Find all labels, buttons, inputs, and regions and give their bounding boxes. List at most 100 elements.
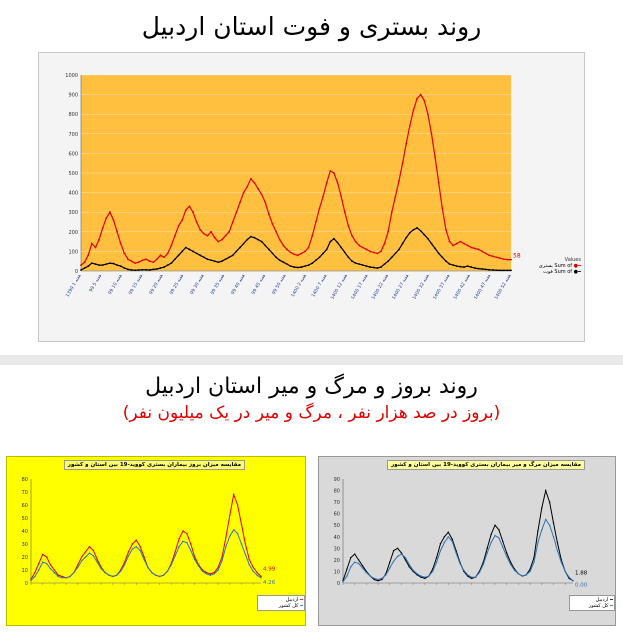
data-point — [286, 248, 288, 251]
data-point — [372, 251, 375, 254]
data-point — [186, 542, 188, 544]
data-point — [452, 244, 455, 247]
data-point — [195, 252, 198, 255]
data-point — [143, 558, 145, 561]
data-point — [155, 258, 158, 261]
data-point — [199, 228, 202, 231]
data-point — [134, 262, 137, 265]
data-point — [278, 238, 281, 241]
data-point — [541, 529, 543, 531]
data-point — [340, 195, 343, 198]
data-point — [166, 570, 169, 572]
data-point — [398, 179, 400, 182]
data-point — [419, 93, 422, 96]
mortality-comparison-chart: 90 80 70 60 50 40 30 20 10 0 1.88 0.00 — [334, 477, 588, 589]
y-tick-label: 10 — [22, 568, 28, 574]
plot-area — [343, 479, 573, 583]
data-point — [177, 225, 180, 227]
data-point — [152, 261, 155, 264]
data-point — [184, 246, 187, 249]
data-point — [481, 268, 483, 270]
data-point — [369, 250, 371, 253]
data-point — [57, 575, 59, 578]
data-point — [77, 564, 79, 566]
y-tick-label: 50 — [334, 523, 340, 529]
data-point — [109, 262, 111, 265]
data-point — [376, 252, 379, 255]
data-point — [412, 228, 415, 231]
data-point — [333, 237, 335, 240]
data-point — [401, 162, 404, 165]
data-point — [80, 264, 82, 267]
data-point — [509, 561, 512, 563]
data-point — [253, 181, 256, 184]
data-point — [416, 97, 418, 100]
data-point — [568, 576, 570, 578]
incidence-comparison-chart-panel: 80 70 60 50 40 30 20 10 0 4.99 4.26 مقایسه میزان ب… — [6, 456, 306, 626]
data-point — [416, 573, 418, 575]
data-point — [137, 261, 140, 264]
data-point — [224, 258, 227, 261]
data-point — [556, 541, 559, 544]
data-point — [87, 265, 90, 267]
y-tick-label: 0 — [25, 581, 28, 587]
data-point — [159, 267, 162, 269]
data-point — [186, 532, 188, 535]
data-point — [498, 529, 500, 531]
data-point — [533, 561, 535, 563]
data-point — [127, 555, 130, 557]
x-tick-label: 99 هفته 45 — [250, 272, 267, 295]
data-point — [182, 530, 184, 532]
data-point — [435, 556, 438, 559]
data-point — [358, 244, 361, 247]
data-point — [451, 538, 453, 540]
data-point — [80, 556, 83, 558]
data-point — [455, 242, 458, 245]
data-point — [155, 574, 157, 576]
data-point — [235, 250, 238, 253]
data-point — [473, 247, 476, 250]
data-point — [271, 223, 274, 225]
data-point — [77, 566, 79, 569]
data-point — [466, 265, 469, 267]
data-point — [147, 566, 149, 569]
data-point — [244, 543, 247, 545]
data-point — [477, 248, 480, 251]
data-point — [560, 561, 563, 563]
data-point — [394, 252, 397, 255]
data-point — [202, 232, 205, 235]
data-point — [116, 264, 119, 267]
data-point — [365, 248, 368, 251]
data-point — [510, 269, 512, 272]
data-point — [307, 246, 310, 249]
data-point — [213, 236, 216, 239]
data-point — [139, 545, 141, 548]
chart3-legend-item-country: ━ کل کشور — [588, 603, 613, 609]
hospitalization-death-chart-panel: 1000 900 800 700 600 500 400 300 200 100 0 هفته 1 1… — [38, 52, 585, 342]
data-point — [394, 195, 397, 198]
data-point — [83, 267, 86, 269]
y-tick-label: 80 — [22, 477, 28, 483]
data-point — [541, 507, 543, 509]
data-point — [119, 265, 122, 267]
data-point — [119, 242, 122, 245]
data-point — [38, 562, 40, 565]
data-point — [182, 540, 184, 543]
y-tick-label: 200 — [68, 230, 78, 236]
data-point — [377, 578, 379, 581]
data-point — [90, 242, 93, 245]
data-point — [282, 261, 285, 264]
data-point — [369, 575, 371, 577]
data-point — [495, 269, 498, 272]
data-point — [229, 514, 231, 517]
data-point — [401, 242, 404, 245]
data-point — [264, 201, 267, 204]
y-tick-label: 0 — [75, 269, 78, 275]
data-point — [192, 250, 194, 253]
data-point — [233, 493, 235, 496]
data-point — [376, 267, 379, 269]
x-tick-label: 99 هفته 5 — [88, 272, 103, 293]
data-point — [430, 132, 433, 135]
x-tick-label: 1400 هفته 47 — [473, 272, 493, 300]
data-point — [293, 266, 296, 268]
